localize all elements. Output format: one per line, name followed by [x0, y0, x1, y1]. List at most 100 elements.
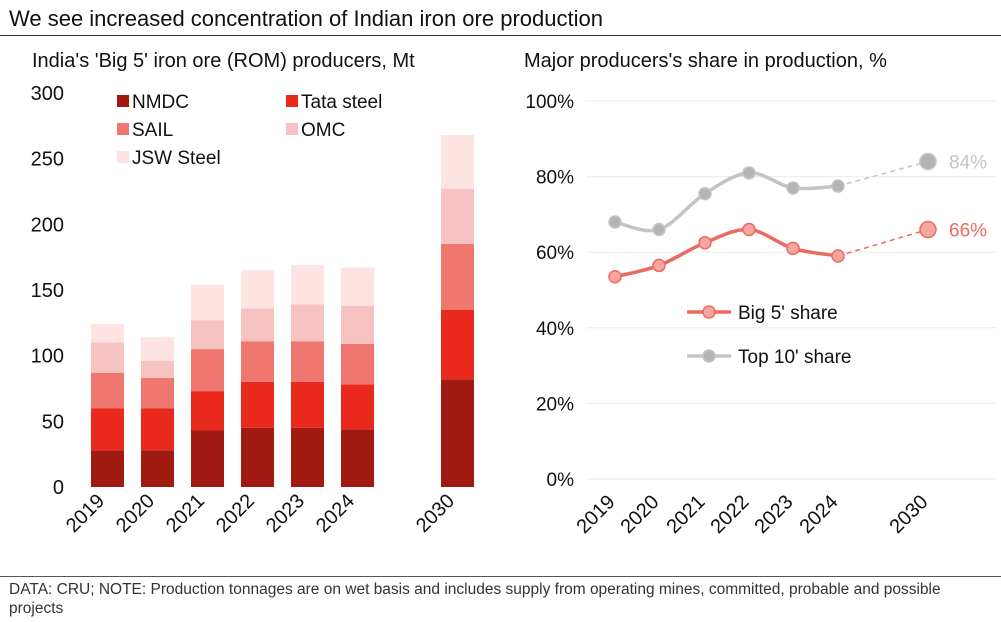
- bar-jsw-steel-2030: [441, 135, 474, 189]
- bar-jsw-steel-2024: [341, 267, 374, 306]
- bar-x-tick-label: 2019: [62, 490, 109, 537]
- line-y-tick-label: 100%: [525, 92, 574, 113]
- bar-sail-2021: [191, 349, 224, 392]
- line-point-top-10-share-2021: [698, 186, 712, 201]
- line-point-big-5-share-2020: [652, 258, 666, 273]
- line-point-big-5-share-2022: [742, 222, 756, 237]
- line-chart: 0% 20% 40% 60% 80% 100% 2019202020212022202320…: [525, 92, 996, 538]
- bar-y-tick-label: 0: [53, 477, 64, 499]
- bar-nmdc-2030: [441, 379, 474, 487]
- line-x-tick-label: 2021: [663, 491, 710, 538]
- bar-tata-steel-2019: [91, 408, 124, 451]
- line-top-10-share-projection: [837, 160, 929, 187]
- legend-swatch-omc: [286, 123, 298, 135]
- line-big-5-share: [613, 227, 840, 279]
- line-y-tick-label: 60%: [536, 243, 574, 264]
- legend-marker-top-10-share: [702, 349, 716, 363]
- line-x-tick-label: 2019: [573, 491, 620, 538]
- bar-nmdc-2024: [341, 429, 374, 487]
- line-point-top-10-share-2030: [919, 152, 937, 171]
- legend-label-sail: SAIL: [132, 120, 173, 141]
- bar-nmdc-2023: [291, 427, 324, 487]
- legend-swatch-sail: [117, 123, 129, 135]
- bar-x-tick-label: 2030: [412, 490, 459, 537]
- line-point-big-5-share-2021: [698, 236, 712, 250]
- bar-y-tick-label: 50: [42, 411, 64, 433]
- charts-area: India's 'Big 5' iron ore (ROM) producers…: [31, 50, 996, 538]
- bar-sail-2024: [341, 343, 374, 385]
- bar-tata-steel-2022: [241, 381, 274, 428]
- line-point-top-10-share-2020: [652, 222, 666, 237]
- bar-tata-steel-2023: [291, 381, 324, 428]
- legend-swatch-jsw-steel: [117, 151, 129, 163]
- bar-x-tick-label: 2021: [162, 490, 209, 537]
- bar-sail-2030: [441, 244, 474, 310]
- footer-rule: [0, 576, 1001, 577]
- bar-nmdc-2019: [91, 450, 124, 487]
- line-top-10-share: [613, 171, 840, 233]
- legend-swatch-nmdc: [117, 95, 129, 107]
- legend-label-tata-steel: Tata steel: [301, 92, 382, 113]
- bar-jsw-steel-2021: [191, 284, 224, 321]
- line-point-top-10-share-2024: [831, 179, 845, 193]
- bar-chart-title: India's 'Big 5' iron ore (ROM) producers…: [32, 50, 415, 72]
- bar-omc-2021: [191, 320, 224, 350]
- bar-sail-2020: [141, 377, 174, 409]
- bar-x-tick-label: 2022: [212, 490, 259, 537]
- line-y-tick-label: 40%: [536, 319, 574, 340]
- bar-tata-steel-2021: [191, 391, 224, 431]
- bar-omc-2023: [291, 304, 324, 342]
- bar-nmdc-2022: [241, 427, 274, 487]
- line-point-big-5-share-2024: [831, 249, 845, 263]
- bar-omc-2030: [441, 188, 474, 245]
- legend-label-big-5-share: Big 5' share: [738, 303, 838, 324]
- bar-nmdc-2020: [141, 450, 174, 487]
- line-y-tick-label: 80%: [536, 168, 574, 189]
- bar-x-tick-label: 2024: [312, 490, 359, 537]
- line-x-tick-label: 2024: [796, 491, 843, 538]
- bar-tata-steel-2030: [441, 309, 474, 380]
- bar-y-tick-label: 150: [31, 280, 64, 302]
- bar-y-tick-label: 200: [31, 214, 64, 236]
- bar-omc-2024: [341, 305, 374, 344]
- legend-label-nmdc: NMDC: [132, 92, 189, 113]
- bar-sail-2023: [291, 341, 324, 382]
- line-y-tick-label: 0%: [547, 470, 575, 491]
- bar-x-tick-label: 2023: [262, 490, 309, 537]
- line-x-tick-label: 2023: [751, 491, 798, 538]
- line-point-big-5-share-2019: [608, 270, 622, 284]
- line-point-top-10-share-2019: [608, 215, 622, 229]
- line-end-label-top-10-share: 84%: [949, 152, 987, 173]
- line-end-label-big-5-share: 66%: [949, 221, 987, 242]
- line-point-big-5-share-2023: [786, 241, 800, 256]
- bar-jsw-steel-2019: [91, 324, 124, 343]
- legend-marker-big-5-share: [702, 305, 716, 319]
- bar-y-tick-label: 250: [31, 149, 64, 171]
- line-x-tick-label: 2020: [617, 491, 664, 538]
- legend-label-top-10-share: Top 10' share: [738, 347, 851, 368]
- line-y-tick-label: 20%: [536, 394, 574, 415]
- bar-jsw-steel-2022: [241, 270, 274, 309]
- bar-nmdc-2021: [191, 430, 224, 487]
- bar-omc-2020: [141, 360, 174, 378]
- line-big-5-share-projection: [837, 228, 929, 257]
- footnote: DATA: CRU; NOTE: Production tonnages are…: [9, 581, 941, 617]
- bar-tata-steel-2020: [141, 408, 174, 451]
- bar-jsw-steel-2020: [141, 337, 174, 361]
- main-title: We see increased concentration of Indian…: [9, 6, 603, 31]
- line-point-big-5-share-2030: [919, 220, 937, 239]
- line-point-top-10-share-2022: [742, 166, 756, 180]
- line-x-tick-label: 2022: [707, 491, 754, 538]
- bar-y-tick-label: 100: [31, 346, 64, 368]
- bar-x-tick-label: 2020: [112, 490, 159, 537]
- bar-omc-2019: [91, 342, 124, 373]
- bar-tata-steel-2024: [341, 384, 374, 430]
- line-point-top-10-share-2023: [786, 181, 800, 195]
- legend-label-jsw-steel: JSW Steel: [132, 148, 221, 169]
- line-chart-title: Major producers's share in production, %: [524, 50, 887, 72]
- legend-swatch-tata-steel: [286, 95, 298, 107]
- bar-sail-2022: [241, 341, 274, 382]
- bar-omc-2022: [241, 308, 274, 342]
- title-rule: [0, 35, 1001, 36]
